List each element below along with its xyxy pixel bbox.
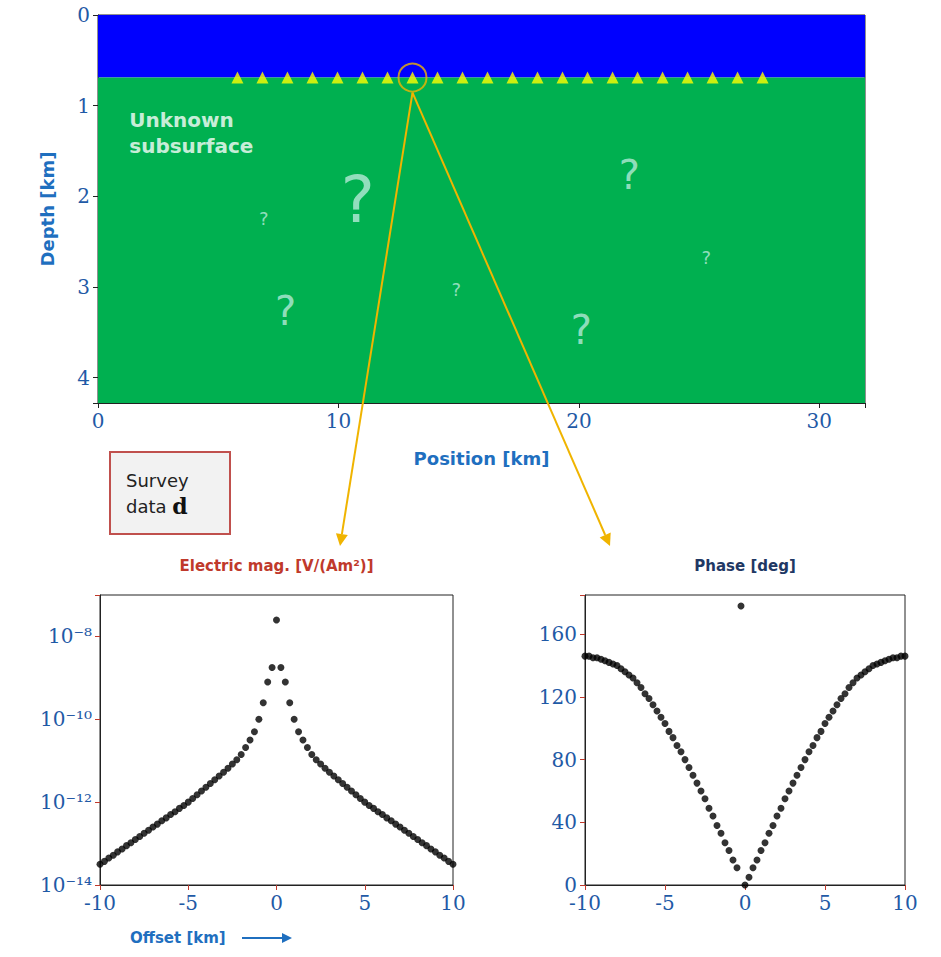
svg-text:-10: -10 xyxy=(84,891,116,915)
svg-text:0: 0 xyxy=(564,873,577,897)
svg-text:0: 0 xyxy=(92,409,105,433)
svg-text:?: ? xyxy=(275,288,296,334)
svg-text:2: 2 xyxy=(77,184,90,208)
svg-text:10: 10 xyxy=(440,891,465,915)
svg-text:Phase [deg]: Phase [deg] xyxy=(694,557,795,575)
svg-text:-5: -5 xyxy=(179,891,198,915)
svg-text:?: ? xyxy=(451,279,461,300)
svg-text:?: ? xyxy=(571,307,592,353)
svg-text:-5: -5 xyxy=(655,891,674,915)
svg-text:?: ? xyxy=(259,208,269,229)
svg-text:0: 0 xyxy=(77,3,90,27)
svg-text:?: ? xyxy=(341,163,375,237)
svg-text:Position [km]: Position [km] xyxy=(414,448,550,469)
svg-text:0: 0 xyxy=(270,891,283,915)
svg-text:5: 5 xyxy=(819,891,832,915)
svg-text:0: 0 xyxy=(739,891,752,915)
svg-text:10⁻⁸: 10⁻⁸ xyxy=(48,624,92,648)
svg-text:Offset [km]: Offset [km] xyxy=(130,929,226,947)
svg-text:Unknown: Unknown xyxy=(129,108,233,132)
svg-text:4: 4 xyxy=(77,366,90,390)
svg-text:30: 30 xyxy=(807,409,832,433)
svg-text:?: ? xyxy=(619,152,640,198)
svg-text:Depth [km]: Depth [km] xyxy=(37,152,58,267)
svg-text:?: ? xyxy=(702,247,712,268)
svg-text:40: 40 xyxy=(552,810,577,834)
svg-text:10⁻¹⁴: 10⁻¹⁴ xyxy=(40,873,92,897)
svg-text:3: 3 xyxy=(77,275,90,299)
svg-text:subsurface: subsurface xyxy=(129,134,253,158)
svg-text:d: d xyxy=(172,493,187,519)
svg-text:data: data xyxy=(126,496,172,517)
svg-text:-10: -10 xyxy=(569,891,601,915)
svg-text:10: 10 xyxy=(892,891,917,915)
svg-text:Survey: Survey xyxy=(126,470,189,491)
svg-text:20: 20 xyxy=(566,409,591,433)
svg-text:10: 10 xyxy=(326,409,351,433)
svg-text:10⁻¹⁰: 10⁻¹⁰ xyxy=(40,707,92,731)
svg-text:160: 160 xyxy=(539,622,577,646)
svg-text:80: 80 xyxy=(552,748,577,772)
svg-text:120: 120 xyxy=(539,685,577,709)
svg-text:10⁻¹²: 10⁻¹² xyxy=(40,790,92,814)
svg-text:1: 1 xyxy=(77,94,90,118)
svg-text:5: 5 xyxy=(358,891,371,915)
svg-text:Electric mag. [V/(Am²)]: Electric mag. [V/(Am²)] xyxy=(179,557,373,575)
